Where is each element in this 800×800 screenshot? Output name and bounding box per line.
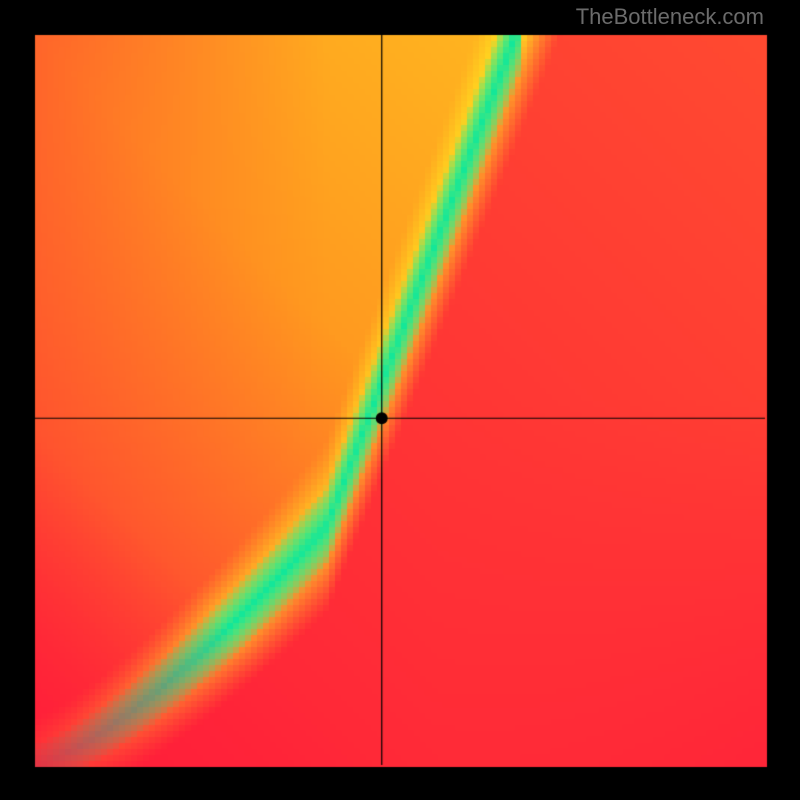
bottleneck-heatmap xyxy=(0,0,800,800)
watermark-text: TheBottleneck.com xyxy=(576,4,764,30)
